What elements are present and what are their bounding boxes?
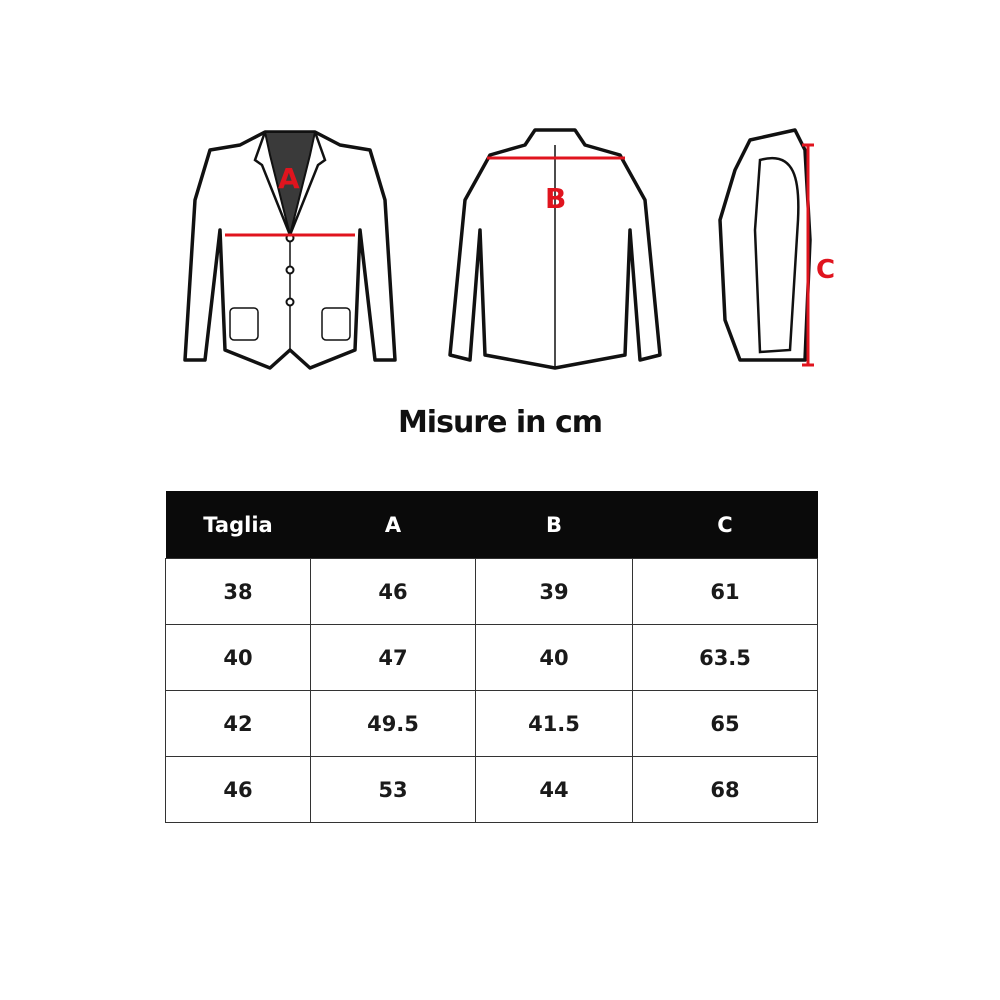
- jacket-front-illustration: A: [183, 130, 397, 370]
- table-cell: 40: [165, 624, 311, 691]
- table-cell: 44: [475, 756, 633, 823]
- table-cell: 61: [632, 558, 818, 625]
- label-b: B: [545, 182, 566, 215]
- table-header-row: Taglia A B C: [165, 491, 818, 559]
- jacket-back-illustration: B: [448, 128, 662, 370]
- table-cell: 38: [165, 558, 311, 625]
- table-cell: 47: [310, 624, 476, 691]
- table-cell: 49.5: [310, 690, 476, 757]
- table-row: 46 53 44 68: [165, 756, 818, 823]
- header-a: A: [310, 491, 476, 559]
- table-cell: 63.5: [632, 624, 818, 691]
- jacket-side-illustration: C: [718, 128, 835, 367]
- table-cell: 39: [475, 558, 633, 625]
- header-c: C: [632, 491, 818, 559]
- header-taglia: Taglia: [165, 491, 311, 559]
- table-row: 40 47 40 63.5: [165, 624, 818, 691]
- table-cell: 65: [632, 690, 818, 757]
- table-row: 42 49.5 41.5 65: [165, 690, 818, 757]
- table-cell: 68: [632, 756, 818, 823]
- table-cell: 41.5: [475, 690, 633, 757]
- table-cell: 46: [165, 756, 311, 823]
- table-cell: 40: [475, 624, 633, 691]
- label-c: C: [816, 255, 835, 285]
- size-table: Taglia A B C 38 46 39 61 40 47 40 63.5 4…: [165, 491, 818, 823]
- page-title: Misure in cm: [397, 405, 603, 440]
- label-a: A: [278, 162, 300, 195]
- table-cell: 53: [310, 756, 476, 823]
- header-b: B: [475, 491, 633, 559]
- table-cell: 46: [310, 558, 476, 625]
- table-row: 38 46 39 61: [165, 558, 818, 625]
- table-cell: 42: [165, 690, 311, 757]
